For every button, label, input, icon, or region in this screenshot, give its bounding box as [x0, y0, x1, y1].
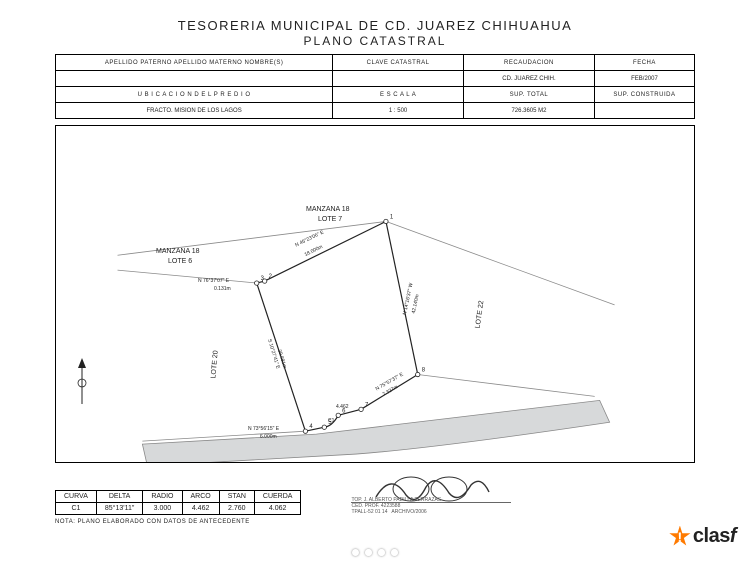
compass-icon [72, 356, 92, 415]
svg-text:8: 8 [422, 368, 426, 374]
dist-tl: 0.131m [214, 286, 231, 292]
info-val-escala: 1 : 500 [333, 103, 464, 119]
svg-text:1: 1 [390, 214, 394, 220]
label-mz18-l7a: MANZANA 18 [306, 206, 350, 213]
label-mz18-l7b: LOTE 7 [318, 216, 342, 223]
map-frame: 12345678 MANZANA 18 LOTE 7 MANZANA 18 LO… [55, 125, 695, 463]
watermark-text: clasf [693, 525, 736, 548]
curve-val: 2.760 [219, 503, 254, 515]
label-mz18-l6b: LOTE 6 [168, 258, 192, 265]
sig-file: TPALL-52 01 14 [351, 509, 387, 515]
footnote: NOTA: PLANO ELABORADO CON DATOS DE ANTEC… [55, 519, 695, 525]
info-hdr-recaud: RECAUDACION [464, 55, 595, 71]
curve-table: CURVADELTARADIOARCOSTANCUERDA C185°13'11… [55, 490, 301, 515]
dist-bl: 6.000m [260, 434, 277, 440]
arc-len: 4.462 [336, 404, 349, 410]
info-hdr-clave: CLAVE CATASTRAL [333, 55, 464, 71]
info-table: APELLIDO PATERNO APELLIDO MATERNO NOMBRE… [55, 54, 695, 119]
curve-val: 4.462 [182, 503, 219, 515]
carousel-dot-2[interactable] [365, 549, 372, 556]
info-val-suptot: 726.3605 M2 [464, 103, 595, 119]
wm-suffix: f [730, 525, 736, 547]
curve-val: 4.062 [254, 503, 301, 515]
info-hdr-suptot: SUP. TOTAL [464, 87, 595, 103]
curve-val: 3.000 [143, 503, 182, 515]
bearing-bl: N 73°56'15" E [248, 426, 279, 432]
info-val-recaud: CD. JUAREZ CHIH. [464, 71, 595, 87]
document-page: TESORERIA MUNICIPAL DE CD. JUAREZ CHIHUA… [0, 0, 750, 562]
info-hdr-ubic: U B I C A C I O N D E L P R E D I O [56, 87, 333, 103]
info-hdr-escala: E S C A L A [333, 87, 464, 103]
curve-val: 85°13'11" [96, 503, 142, 515]
info-val-clave [333, 71, 464, 87]
curve-hdr: DELTA [96, 491, 142, 503]
carousel-dot-4[interactable] [391, 549, 398, 556]
header-title-1: TESORERIA MUNICIPAL DE CD. JUAREZ CHIHUA… [55, 18, 695, 33]
signature-block: TOP. J. ALBERTO PADILLA TERRAZAS CED. PR… [311, 469, 695, 515]
clasf-watermark: ! clasf [669, 525, 736, 548]
wm-prefix: clas [693, 525, 730, 547]
info-hdr-name: APELLIDO PATERNO APELLIDO MATERNO NOMBRE… [56, 55, 333, 71]
info-val-ubic: FRACTO. MISION DE LOS LAGOS [56, 103, 333, 119]
label-mz18-l6a: MANZANA 18 [156, 248, 200, 255]
cadastral-map: 12345678 [56, 126, 694, 462]
info-val-name [56, 71, 333, 87]
carousel-dot-1[interactable] [352, 549, 359, 556]
header-title-2: PLANO CATASTRAL [55, 34, 695, 48]
curve-hdr: CUERDA [254, 491, 301, 503]
bottom-row: CURVADELTARADIOARCOSTANCUERDA C185°13'11… [55, 469, 695, 515]
carousel-dots[interactable] [352, 549, 398, 556]
bearing-tl: N 76°37'07" E [198, 278, 229, 284]
curve-hdr: STAN [219, 491, 254, 503]
sig-arch: ARCHIVO/2006 [391, 509, 426, 515]
carousel-dot-3[interactable] [378, 549, 385, 556]
curve-val: C1 [56, 503, 97, 515]
curve-hdr: RADIO [143, 491, 182, 503]
header: TESORERIA MUNICIPAL DE CD. JUAREZ CHIHUA… [55, 18, 695, 48]
info-val-fecha: FEB/2007 [594, 71, 694, 87]
info-hdr-supcon: SUP. CONSTRUIDA [594, 87, 694, 103]
star-icon: ! [669, 526, 691, 548]
curve-hdr: CURVA [56, 491, 97, 503]
signature-text: TOP. J. ALBERTO PADILLA TERRAZAS CED. PR… [351, 497, 441, 515]
info-hdr-fecha: FECHA [594, 55, 694, 71]
c1-label: C1 [328, 418, 334, 424]
curve-hdr: ARCO [182, 491, 219, 503]
info-val-supcon [594, 103, 694, 119]
